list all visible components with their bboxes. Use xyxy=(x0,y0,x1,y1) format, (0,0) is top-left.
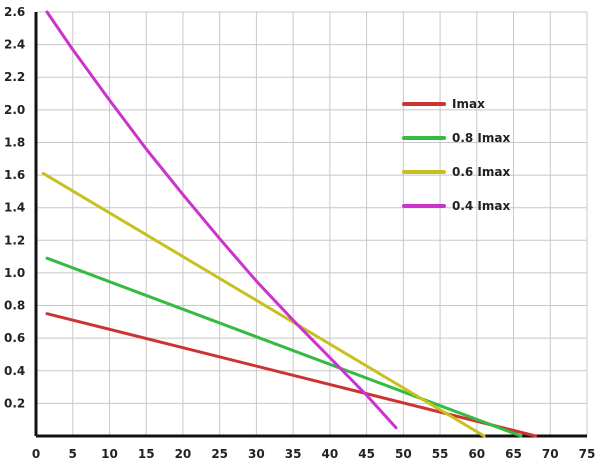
legend-label: 0.8 Imax xyxy=(452,131,511,145)
y-tick-label: 2.4 xyxy=(4,38,25,52)
y-tick-label: 1.4 xyxy=(4,201,25,215)
x-tick-label: 0 xyxy=(32,447,40,461)
x-tick-label: 60 xyxy=(468,447,485,461)
x-tick-label: 75 xyxy=(579,447,596,461)
y-tick-label: 0.2 xyxy=(4,396,25,410)
y-tick-label: 1.0 xyxy=(4,266,25,280)
series-lines xyxy=(41,10,538,438)
x-tick-label: 25 xyxy=(211,447,228,461)
x-tick-label: 30 xyxy=(248,447,265,461)
x-tick-label: 65 xyxy=(505,447,522,461)
legend-label: 0.4 Imax xyxy=(452,199,511,213)
y-tick-label: 0.4 xyxy=(4,364,25,378)
y-tick-label: 0.8 xyxy=(4,299,25,313)
series-line-1 xyxy=(45,312,538,438)
legend: Imax 0.8 Imax 0.6 Imax 0.4 Imax xyxy=(402,97,511,213)
x-tick-label: 40 xyxy=(322,447,339,461)
y-tick-label: 2.6 xyxy=(4,5,25,19)
tick-labels: 0 5 10 15 20 25 30 35 40 45 50 55 60 65 70 75 0.2 0.4 0.6 0… xyxy=(4,5,595,461)
series-line-2 xyxy=(45,256,523,438)
x-tick-label: 15 xyxy=(138,447,155,461)
legend-label: Imax xyxy=(452,97,485,111)
x-tick-label: 55 xyxy=(432,447,449,461)
y-tick-label: 0.6 xyxy=(4,331,25,345)
grid xyxy=(36,11,588,436)
x-tick-label: 45 xyxy=(358,447,375,461)
legend-label: 0.6 Imax xyxy=(452,165,511,179)
axes xyxy=(34,12,587,438)
x-tick-label: 35 xyxy=(285,447,302,461)
y-tick-label: 2.0 xyxy=(4,103,25,117)
y-tick-label: 1.8 xyxy=(4,135,25,149)
x-tick-label: 70 xyxy=(542,447,559,461)
y-tick-label: 1.6 xyxy=(4,168,25,182)
series-line-4 xyxy=(45,10,398,430)
series-line-3 xyxy=(41,171,486,438)
x-tick-label: 20 xyxy=(175,447,192,461)
x-tick-label: 50 xyxy=(395,447,412,461)
x-tick-label: 5 xyxy=(69,447,77,461)
x-tick-label: 10 xyxy=(101,447,118,461)
y-tick-label: 2.2 xyxy=(4,70,25,84)
y-tick-label: 1.2 xyxy=(4,233,25,247)
